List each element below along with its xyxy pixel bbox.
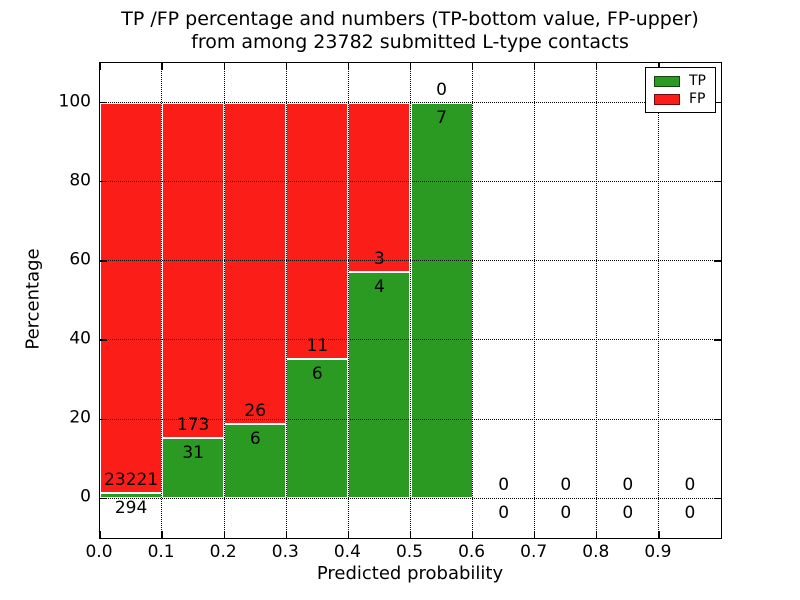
tp-count-label: 294 xyxy=(114,498,148,519)
chart-title: TP /FP percentage and numbers (TP-bottom… xyxy=(99,8,721,54)
bar-tp-segment xyxy=(348,272,411,499)
fp-count-label: 173 xyxy=(176,415,210,436)
y-tick-label: 20 xyxy=(69,407,91,428)
y-tick-label: 100 xyxy=(58,91,91,112)
tp-count-label: 7 xyxy=(436,107,447,128)
tp-count-label: 6 xyxy=(249,429,261,450)
x-tick-mark-top xyxy=(658,63,660,70)
y-tick-mark xyxy=(100,418,107,420)
v-gridline xyxy=(285,63,287,538)
fp-count-label: 0 xyxy=(498,475,510,496)
y-tick-mark xyxy=(100,339,107,341)
y-tick-mark-right xyxy=(714,418,721,420)
fp-count-label: 0 xyxy=(436,79,447,100)
x-tick-label: 0.9 xyxy=(644,542,672,562)
fp-swatch-icon xyxy=(654,93,680,105)
x-tick-mark-top xyxy=(596,63,598,70)
x-tick-mark-top xyxy=(409,63,412,70)
x-tick-mark-top xyxy=(161,63,163,70)
fp-count-label: 0 xyxy=(684,475,696,496)
x-tick-mark xyxy=(223,531,225,538)
x-tick-mark xyxy=(161,531,163,538)
tp-count-label: 6 xyxy=(311,363,323,384)
bar-fp-segment xyxy=(162,102,225,439)
x-tick-label: 0.1 xyxy=(147,542,175,562)
y-tick-mark-right xyxy=(714,181,721,183)
y-tick-mark-right xyxy=(714,101,721,104)
legend-entry-tp: TP xyxy=(654,74,715,88)
fp-count-label: 0 xyxy=(622,475,634,496)
tp-count-label: 0 xyxy=(498,503,510,524)
bar-tp-segment xyxy=(410,102,473,499)
v-gridline xyxy=(409,63,411,538)
v-gridline xyxy=(223,63,225,538)
x-tick-label: 0.0 xyxy=(85,542,113,562)
v-gridline xyxy=(596,63,598,538)
tp-count-label: 4 xyxy=(374,277,385,298)
x-tick-label: 0.7 xyxy=(520,542,548,562)
bar-fp-segment xyxy=(348,102,411,273)
chart-title-line2: from among 23782 submitted L-type contac… xyxy=(191,31,629,53)
y-tick-mark xyxy=(100,101,107,104)
x-tick-mark-top xyxy=(285,63,287,70)
x-tick-label: 0.4 xyxy=(333,542,361,562)
x-tick-mark-top xyxy=(223,63,225,70)
x-tick-label: 0.6 xyxy=(458,542,486,562)
x-tick-label: 0.5 xyxy=(395,542,424,562)
v-gridline xyxy=(534,63,535,538)
bar-fp-segment xyxy=(100,102,163,494)
tp-swatch-icon xyxy=(654,75,680,87)
fp-count-label: 0 xyxy=(560,475,572,496)
x-tick-mark-top xyxy=(347,63,350,70)
x-tick-mark-top xyxy=(534,63,536,70)
x-tick-mark xyxy=(285,531,287,538)
fp-count-label: 23221 xyxy=(104,470,159,491)
fp-count-label: 26 xyxy=(244,401,267,422)
y-tick-label: 40 xyxy=(69,328,91,349)
plot-area: 23221 294 173 31 26 6 11 6 3 4 0 7 0 0 0 0 0 0 0 0 xyxy=(99,62,722,539)
x-tick-mark xyxy=(534,531,536,538)
y-tick-mark xyxy=(100,260,107,262)
x-tick-mark xyxy=(347,531,350,538)
x-tick-mark-top xyxy=(471,63,474,70)
v-gridline xyxy=(161,63,163,538)
chart-title-line1: TP /FP percentage and numbers (TP-bottom… xyxy=(121,8,699,30)
x-tick-label: 0.3 xyxy=(271,542,299,562)
y-tick-mark-right xyxy=(714,339,721,341)
x-tick-mark xyxy=(596,531,598,538)
bar-fp-segment xyxy=(286,102,349,359)
bar-tp-segment xyxy=(224,424,287,499)
tp-count-label: 0 xyxy=(560,503,572,524)
tp-count-label: 0 xyxy=(684,503,696,524)
x-tick-mark-top xyxy=(99,63,101,70)
y-tick-mark xyxy=(100,497,107,500)
fp-count-label: 11 xyxy=(306,335,329,356)
v-gridline xyxy=(658,63,660,538)
x-tick-mark xyxy=(471,531,474,538)
x-tick-mark xyxy=(658,531,660,538)
y-tick-label: 80 xyxy=(69,170,91,191)
y-tick-mark-right xyxy=(714,497,721,500)
y-tick-mark-right xyxy=(714,260,721,262)
legend-entry-fp: FP xyxy=(654,92,715,106)
y-tick-label: 0 xyxy=(80,487,91,508)
v-gridline xyxy=(471,63,473,538)
legend-label-tp: TP xyxy=(689,73,706,89)
y-tick-mark xyxy=(100,181,107,183)
x-tick-label: 0.2 xyxy=(209,542,237,562)
legend-label-fp: FP xyxy=(689,91,706,107)
bar-fp-segment xyxy=(224,102,287,425)
y-tick-label: 60 xyxy=(69,249,91,270)
x-tick-label: 0.8 xyxy=(582,542,610,562)
x-tick-mark xyxy=(99,531,101,538)
x-axis-label: Predicted probability xyxy=(316,563,504,584)
v-gridline xyxy=(347,63,349,538)
legend: TP FP xyxy=(645,67,716,113)
x-tick-mark xyxy=(409,531,412,538)
fp-count-label: 3 xyxy=(374,249,385,270)
tp-count-label: 31 xyxy=(182,443,204,464)
tp-count-label: 0 xyxy=(622,503,634,524)
